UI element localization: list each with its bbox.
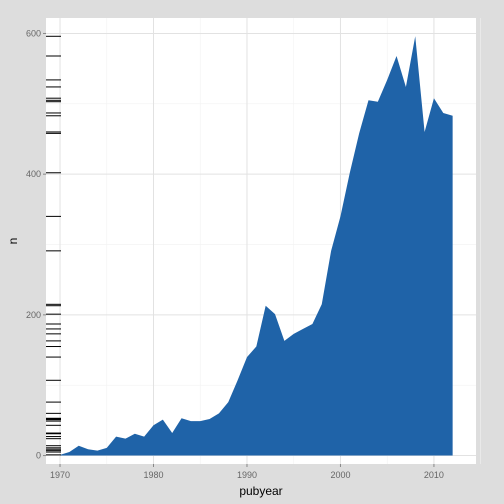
- y-tick-label: 200: [26, 310, 41, 320]
- area-series: [60, 36, 453, 456]
- x-tick-label: 1990: [237, 470, 257, 480]
- x-axis-title: pubyear: [239, 484, 282, 498]
- y-axis-title: n: [6, 238, 20, 245]
- y-axis: 0 200 400 600: [26, 28, 46, 461]
- x-tick-label: 2010: [424, 470, 444, 480]
- rug-marks: [46, 35, 61, 456]
- y-tick-label: 600: [26, 28, 41, 38]
- x-tick-label: 1980: [143, 470, 163, 480]
- y-tick-label: 400: [26, 169, 41, 179]
- y-tick-label: 0: [36, 451, 41, 461]
- x-tick-label: 1970: [50, 470, 70, 480]
- x-axis: 1970 1980 1990 2000 2010: [50, 464, 444, 480]
- x-tick-label: 2000: [330, 470, 350, 480]
